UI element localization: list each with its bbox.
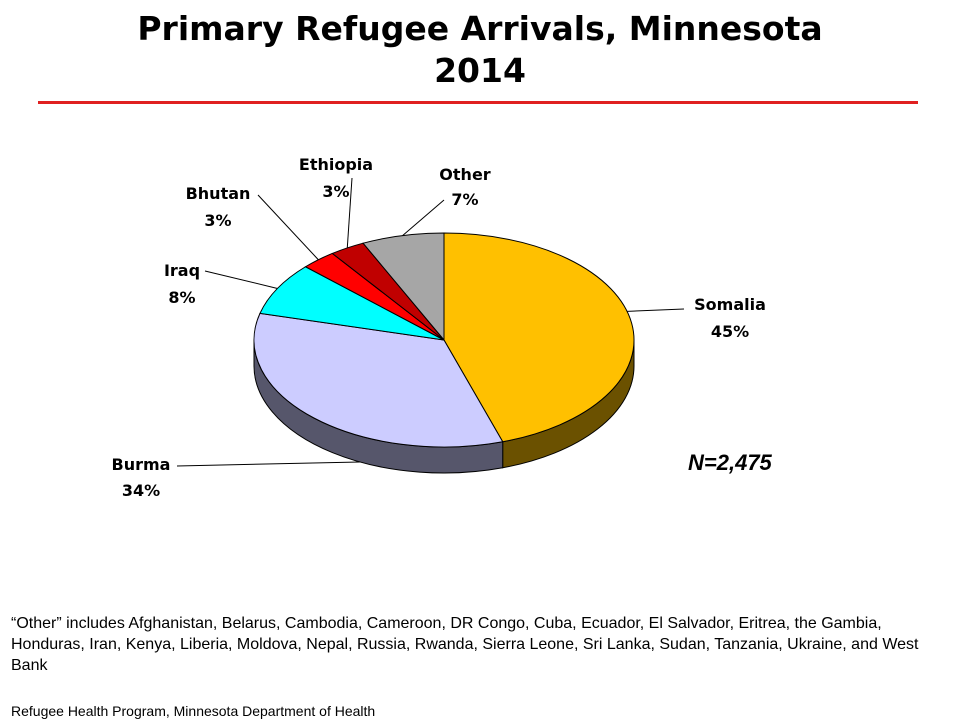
- value-iraq: 8%: [168, 288, 195, 307]
- label-iraq: Iraq: [164, 261, 200, 280]
- label-burma: Burma: [112, 455, 171, 474]
- leader-line-other: [402, 199, 445, 236]
- title-underline: [38, 101, 918, 104]
- label-bhutan: Bhutan: [186, 184, 251, 203]
- leader-line-burma: [176, 461, 360, 467]
- value-somalia: 45%: [711, 322, 749, 341]
- value-other: 7%: [451, 190, 478, 209]
- leader-line-somalia: [627, 308, 685, 312]
- leader-line-bhutan: [257, 194, 319, 261]
- pie-slice-somalia: [443, 232, 635, 443]
- value-burma: 34%: [122, 481, 160, 500]
- pie-chart: Somalia 45% Burma 34% Iraq 8% Bhutan 3% Ethiopia…: [112, 155, 766, 500]
- value-bhutan: 3%: [204, 211, 231, 230]
- pie-slices: [253, 232, 635, 448]
- pie-labels: Somalia 45% Burma 34% Iraq 8% Bhutan 3% Ethiopia…: [112, 155, 766, 500]
- chart-title: Primary Refugee Arrivals, Minnesota 2014: [60, 8, 900, 92]
- pie-slice-burma: [253, 312, 504, 448]
- pie-slice-other: [362, 232, 445, 342]
- source-credit: Refugee Health Program, Minnesota Depart…: [11, 703, 376, 719]
- value-ethiopia: 3%: [322, 182, 349, 201]
- sample-size-label: N=2,475: [688, 450, 772, 475]
- title-line-1: Primary Refugee Arrivals, Minnesota: [137, 9, 823, 48]
- label-other: Other: [439, 165, 490, 184]
- title-line-2: 2014: [434, 51, 526, 90]
- leader-line-iraq: [204, 270, 278, 289]
- other-footnote: “Other” includes Afghanistan, Belarus, C…: [11, 615, 919, 674]
- label-ethiopia: Ethiopia: [299, 155, 373, 174]
- leader-line-ethiopia: [346, 177, 353, 248]
- pie-slice-iraq: [259, 266, 445, 341]
- label-somalia: Somalia: [694, 295, 766, 314]
